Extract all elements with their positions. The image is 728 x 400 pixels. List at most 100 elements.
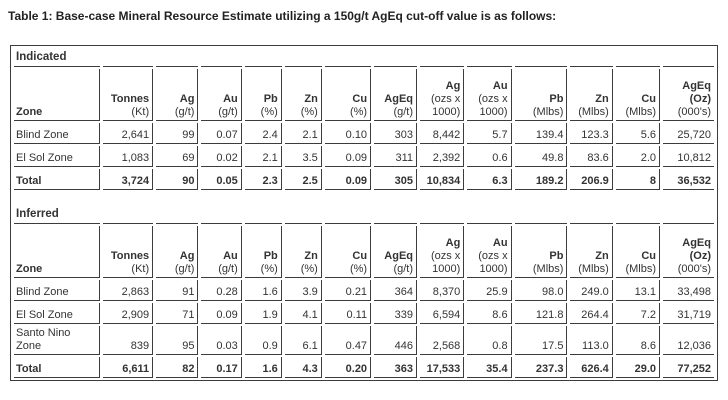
data-cell: 1.6 (244, 280, 282, 301)
column-unit: (g/t) (218, 263, 238, 275)
column-header-ag-gpt: Ag (g/t) (156, 226, 199, 278)
column-unit: (g/t) (174, 106, 195, 118)
zone-name: Santo Nino Zone (16, 327, 71, 352)
data-cell: 6.1 (284, 326, 322, 355)
data-cell: 123.3 (570, 123, 613, 144)
section-label-spacer-cell (514, 205, 568, 224)
section-label-spacer-cell (284, 48, 322, 67)
column-unit: (%) (300, 106, 318, 118)
section-label-spacer-cell (284, 205, 322, 224)
column-unit: (Kt) (131, 263, 150, 275)
section-label-indicated: Indicated (14, 48, 100, 67)
data-cell: 36,532 (663, 169, 714, 190)
data-cell: 8,370 (420, 280, 465, 301)
data-cell: 364 (374, 280, 418, 301)
data-cell: 82 (156, 357, 199, 378)
data-cell: 5.7 (467, 123, 512, 144)
zone-cell: Total (14, 357, 100, 378)
indicated-header-row: Zone Tonnes (Kt) Ag (g/t) Au (g/t) Pb (%) Zn… (14, 69, 714, 121)
data-cell: 0.47 (324, 326, 372, 355)
section-label-spacer-cell (374, 48, 418, 67)
column-unit: (Mlbs) (532, 263, 564, 275)
column-unit: (Mlbs) (625, 106, 657, 118)
data-cell: 2,641 (102, 123, 154, 144)
data-cell: 0.11 (324, 303, 372, 324)
column-header-cu-mlbs: Cu (Mlbs) (615, 226, 661, 278)
column-label: AgEq (384, 250, 414, 262)
data-cell: 17.5 (514, 326, 568, 355)
column-label: Pb (263, 250, 278, 262)
data-cell: 35.4 (467, 357, 512, 378)
data-cell: 7.2 (615, 303, 661, 324)
column-header-au-ozs: Au (ozs x 1000) (467, 69, 512, 121)
table-row-el-sol-zone: El Sol Zone 1,083 69 0.02 2.1 3.5 0.09 3… (14, 146, 714, 167)
column-unit: (ozs x 1000) (430, 93, 461, 118)
zone-cell: El Sol Zone (14, 303, 100, 324)
data-cell: 0.09 (201, 303, 242, 324)
table-row-santo-nino-zone: Santo Nino Zone 839 95 0.03 0.9 6.1 0.47… (14, 326, 714, 355)
column-header-pb-mlbs: Pb (Mlbs) (514, 226, 568, 278)
section-label-spacer-cell (615, 205, 661, 224)
zone-name: Blind Zone (16, 129, 69, 141)
section-label-spacer-cell (467, 205, 512, 224)
column-header-zn-pct: Zn (%) (284, 226, 322, 278)
data-cell: 0.09 (324, 146, 372, 167)
column-label: Cu (641, 250, 657, 262)
column-unit: (g/t) (174, 263, 195, 275)
section-label-spacer-cell (102, 48, 154, 67)
column-unit: (ozs x 1000) (430, 250, 461, 275)
data-cell: 2,392 (420, 146, 465, 167)
section-label-spacer-cell (570, 205, 613, 224)
data-cell: 71 (156, 303, 199, 324)
section-label-spacer-cell (570, 48, 613, 67)
column-label: Au (492, 237, 508, 249)
data-cell: 1.6 (244, 357, 282, 378)
zone-cell: El Sol Zone (14, 146, 100, 167)
column-header-ag-gpt: Ag (g/t) (156, 69, 199, 121)
section-label-spacer-cell (374, 205, 418, 224)
section-label-spacer-cell (324, 48, 372, 67)
section-label-spacer-cell (663, 205, 714, 224)
inferred-header-row: Zone Tonnes (Kt) Ag (g/t) Au (g/t) Pb (%) Zn… (14, 226, 714, 278)
data-cell: 206.9 (570, 169, 613, 190)
data-cell: 49.8 (514, 146, 568, 167)
zone-name: Blind Zone (16, 286, 69, 298)
data-cell: 2.4 (244, 123, 282, 144)
data-cell: 29.0 (615, 357, 661, 378)
section-label-spacer-cell (201, 205, 242, 224)
column-label: Ag (445, 80, 461, 92)
data-cell: 0.05 (201, 169, 242, 190)
data-cell: 2.1 (284, 123, 322, 144)
column-header-zone: Zone (14, 226, 100, 278)
column-header-cu-mlbs: Cu (Mlbs) (615, 69, 661, 121)
data-cell: 264.4 (570, 303, 613, 324)
data-cell: 17,533 (420, 357, 465, 378)
data-cell: 121.8 (514, 303, 568, 324)
column-unit: (Mlbs) (625, 263, 657, 275)
column-label: Au (223, 250, 238, 262)
column-label: Ag (445, 237, 461, 249)
column-label: Zn (595, 250, 609, 262)
section-spacer (14, 192, 714, 203)
data-cell: 6.3 (467, 169, 512, 190)
column-header-ageq-oz: AgEq (Oz) (000's) (663, 226, 714, 278)
data-cell: 3.5 (284, 146, 322, 167)
column-unit: (g/t) (393, 106, 414, 118)
data-cell: 91 (156, 280, 199, 301)
column-label: Pb (549, 250, 564, 262)
column-header-ag-ozs: Ag (ozs x 1000) (420, 69, 465, 121)
data-cell: 0.10 (324, 123, 372, 144)
column-header-zone: Zone (14, 69, 100, 121)
data-cell: 69 (156, 146, 199, 167)
column-label: Zn (595, 93, 609, 105)
data-cell: 25,720 (663, 123, 714, 144)
data-cell: 98.0 (514, 280, 568, 301)
zone-cell: Santo Nino Zone (14, 326, 100, 355)
data-cell: 95 (156, 326, 199, 355)
data-cell: 303 (374, 123, 418, 144)
column-unit: (000's) (677, 106, 711, 118)
column-unit: (g/t) (393, 263, 414, 275)
zone-cell: Blind Zone (14, 280, 100, 301)
data-cell: 8 (615, 169, 661, 190)
column-unit: (%) (349, 263, 368, 275)
